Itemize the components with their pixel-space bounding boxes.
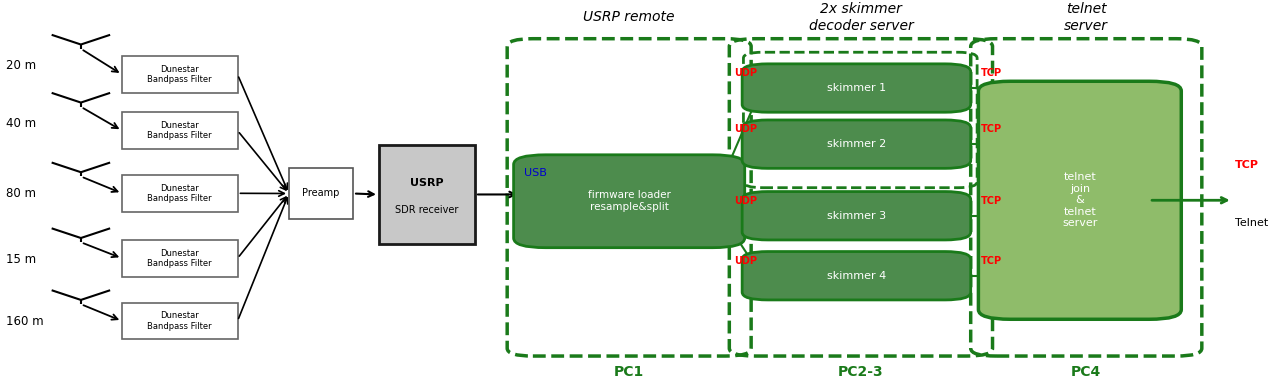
Text: skimmer 2: skimmer 2 bbox=[827, 139, 886, 149]
Text: 40 m: 40 m bbox=[6, 117, 36, 130]
Text: Dunestar
Bandpass Filter: Dunestar Bandpass Filter bbox=[148, 65, 212, 84]
Text: Dunestar
Bandpass Filter: Dunestar Bandpass Filter bbox=[148, 183, 212, 203]
Text: USRP: USRP bbox=[410, 178, 444, 188]
FancyBboxPatch shape bbox=[742, 192, 971, 240]
Text: UDP: UDP bbox=[734, 125, 758, 134]
Text: skimmer 1: skimmer 1 bbox=[827, 83, 886, 93]
FancyBboxPatch shape bbox=[742, 120, 971, 168]
Text: UDP: UDP bbox=[734, 68, 758, 78]
Text: skimmer 3: skimmer 3 bbox=[827, 211, 886, 221]
Text: PC2-3: PC2-3 bbox=[838, 365, 883, 378]
Text: 80 m: 80 m bbox=[6, 187, 36, 200]
FancyBboxPatch shape bbox=[514, 155, 745, 248]
Text: firmware loader
resample&split: firmware loader resample&split bbox=[588, 190, 670, 212]
Text: UDP: UDP bbox=[734, 256, 758, 266]
Bar bbox=[379, 145, 475, 244]
Text: telnet
server: telnet server bbox=[1064, 2, 1108, 33]
Text: TCP: TCP bbox=[981, 196, 1002, 206]
Text: 20 m: 20 m bbox=[6, 59, 36, 72]
Text: TCP: TCP bbox=[981, 125, 1002, 134]
Text: TCP: TCP bbox=[1235, 161, 1260, 170]
Text: 2x skimmer
decoder server: 2x skimmer decoder server bbox=[809, 2, 913, 33]
Text: Telnet: Telnet bbox=[1235, 219, 1269, 228]
Text: 15 m: 15 m bbox=[6, 253, 36, 266]
Text: Dunestar
Bandpass Filter: Dunestar Bandpass Filter bbox=[148, 121, 212, 140]
Bar bbox=[122, 303, 238, 339]
Text: PC1: PC1 bbox=[614, 365, 645, 378]
Bar bbox=[122, 175, 238, 212]
Text: Preamp: Preamp bbox=[302, 188, 340, 199]
Text: PC4: PC4 bbox=[1071, 365, 1102, 378]
Text: TCP: TCP bbox=[981, 256, 1002, 266]
Text: SDR receiver: SDR receiver bbox=[395, 205, 458, 215]
Text: Dunestar
Bandpass Filter: Dunestar Bandpass Filter bbox=[148, 248, 212, 268]
Text: USB: USB bbox=[524, 168, 547, 178]
Bar bbox=[122, 240, 238, 277]
Text: skimmer 4: skimmer 4 bbox=[827, 271, 886, 281]
Bar bbox=[122, 112, 238, 149]
Text: UDP: UDP bbox=[734, 196, 758, 206]
Text: TCP: TCP bbox=[981, 68, 1002, 78]
Text: telnet
join
&
telnet
server: telnet join & telnet server bbox=[1062, 172, 1098, 228]
FancyBboxPatch shape bbox=[742, 252, 971, 300]
Text: USRP remote: USRP remote bbox=[583, 10, 675, 24]
FancyBboxPatch shape bbox=[978, 81, 1181, 319]
FancyBboxPatch shape bbox=[742, 64, 971, 112]
Text: Dunestar
Bandpass Filter: Dunestar Bandpass Filter bbox=[148, 311, 212, 331]
Bar bbox=[122, 56, 238, 93]
Text: 160 m: 160 m bbox=[6, 315, 44, 328]
Bar bbox=[289, 168, 353, 219]
